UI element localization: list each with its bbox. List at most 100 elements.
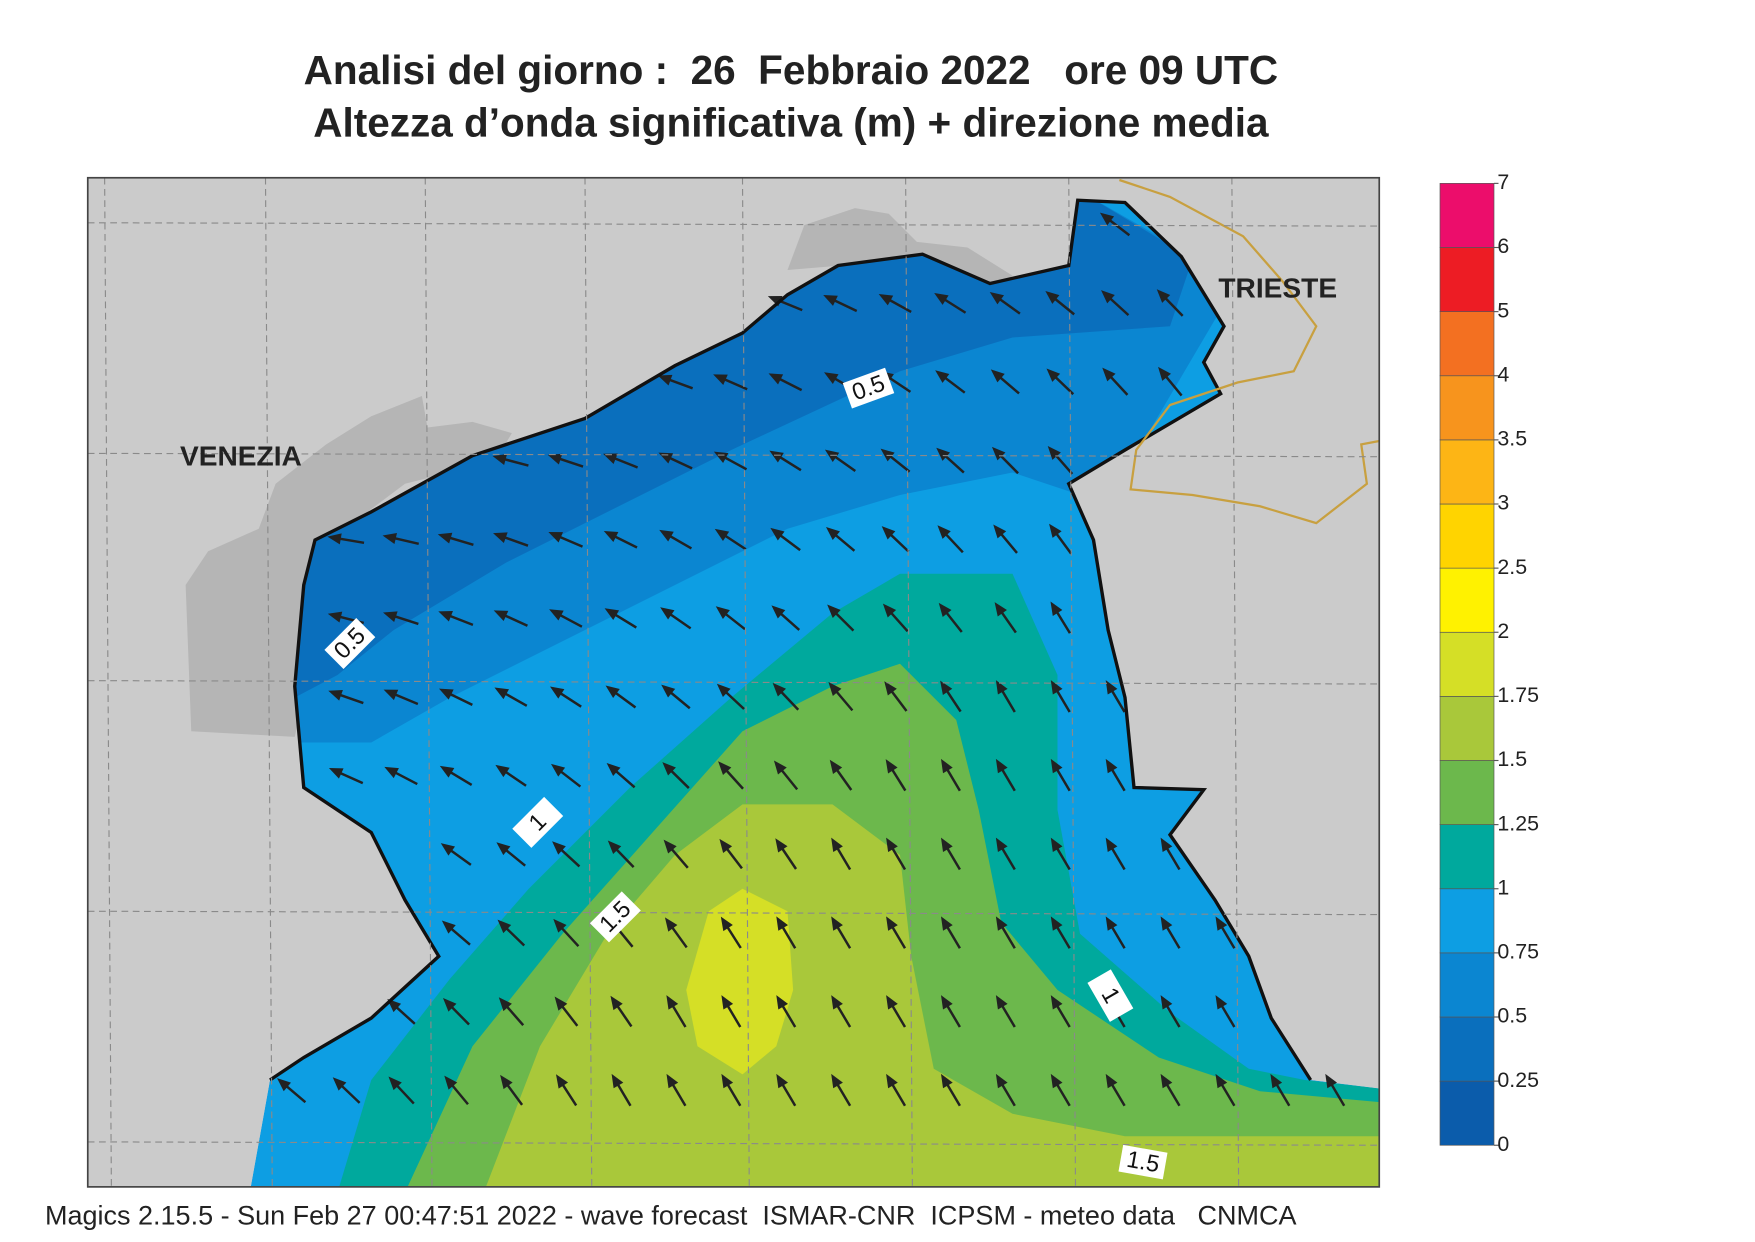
arrow-head — [720, 916, 733, 932]
colorbar-box — [1439, 696, 1495, 761]
arrow-head — [1215, 916, 1228, 931]
arrow-head — [718, 761, 732, 776]
arrow-head — [770, 527, 785, 541]
arrow-head — [721, 1073, 734, 1089]
graticule — [87, 452, 1380, 458]
arrow-head — [1158, 366, 1171, 381]
arrow-head — [940, 995, 953, 1010]
colorbar-label: 3 — [1497, 491, 1509, 515]
arrow-head — [885, 759, 898, 774]
colorbar-label: 7 — [1497, 170, 1509, 194]
arrow-head — [995, 995, 1008, 1010]
arrow-head — [886, 916, 898, 931]
arrow-head — [940, 680, 953, 695]
colorbar-label: 0.5 — [1497, 1004, 1527, 1028]
arrow-head — [884, 681, 897, 696]
arrow-head — [1049, 523, 1062, 538]
arrow-head — [940, 1073, 953, 1089]
arrow-head — [659, 529, 674, 542]
arrow-head — [495, 764, 510, 778]
arrow-head — [604, 608, 620, 621]
arrow-head — [439, 765, 455, 778]
arrow-head — [824, 372, 839, 384]
coastline — [269, 198, 1313, 1082]
arrow-head — [716, 683, 731, 698]
arrow-head — [714, 528, 730, 541]
arrow-head — [886, 995, 898, 1010]
colorbar: 0 0.25 0.5 0.75 1 1.25 1.5 1.75 2 2.5 3 3.5 4 5 6 7 — [1439, 170, 1539, 1156]
contour-label-box — [1087, 969, 1134, 1022]
arrow-head — [995, 758, 1008, 774]
contour-label-box — [324, 618, 376, 669]
arrow-head — [1050, 916, 1063, 931]
colorbar-box — [1439, 247, 1495, 312]
colorbar-label: 1.75 — [1497, 683, 1539, 707]
arrow-head — [1102, 367, 1116, 382]
graticule — [87, 910, 1380, 916]
title-line: Analisi del giorno : 26 Febbraio 2022 or… — [304, 47, 1279, 93]
arrow-head — [1050, 680, 1063, 695]
colorbar-label: 0 — [1497, 1132, 1509, 1156]
arrow-head — [935, 370, 950, 383]
arrow-head — [493, 610, 509, 622]
arrow-head — [995, 1073, 1008, 1089]
arrow-head — [384, 766, 399, 779]
colorbar-box — [1439, 439, 1495, 505]
contour-label: 1 — [512, 796, 564, 848]
colorbar-label: 1.25 — [1497, 811, 1539, 835]
arrow-head — [556, 1074, 569, 1089]
arrow-head — [661, 684, 676, 698]
arrow-head — [938, 602, 952, 617]
footer: Magics 2.15.5 - Sun Feb 27 00:47:51 2022… — [45, 1200, 1297, 1230]
arrow-head — [934, 292, 949, 305]
contour-label: 1 — [1087, 969, 1134, 1022]
title-line: Altezza d’onda significativa (m) + direz… — [313, 100, 1269, 146]
colorbar-box — [1439, 183, 1495, 248]
arrow-head — [328, 689, 343, 701]
arrow-head — [990, 369, 1005, 383]
city-label: TRIESTE — [1218, 273, 1337, 304]
arrow-head — [995, 680, 1008, 695]
arrow-head — [715, 606, 730, 620]
colorbar-label: 1 — [1497, 875, 1509, 899]
arrow-head — [549, 609, 564, 621]
graticule — [87, 680, 1380, 685]
border — [1119, 178, 1380, 525]
arrow-head — [607, 840, 622, 855]
arrow-head — [831, 837, 843, 853]
arrow-head — [826, 526, 840, 540]
arrow-head — [552, 841, 566, 855]
arrow-head — [776, 995, 789, 1010]
city-label: VENEZIA — [180, 440, 302, 471]
arrow-head — [713, 374, 728, 385]
arrow-head — [666, 995, 679, 1010]
arrow-head — [823, 295, 838, 306]
arrow-head — [1325, 1073, 1338, 1089]
colorbar-label: 0.25 — [1497, 1068, 1539, 1092]
arrow-head — [1105, 680, 1118, 695]
arrow-head — [831, 1073, 843, 1089]
colorbar-box — [1439, 375, 1495, 441]
lagoon-land — [185, 396, 512, 737]
direction-arrows — [277, 212, 1346, 1107]
arrow-head — [719, 838, 733, 854]
arrow-head — [603, 530, 619, 543]
arrow-head — [937, 525, 951, 539]
arrow-head — [443, 998, 457, 1012]
arrow-head — [994, 602, 1007, 617]
graticule — [87, 222, 1380, 227]
colorbar-box — [1439, 760, 1495, 825]
arrow-head — [1050, 758, 1063, 774]
colorbar-box — [1439, 1016, 1495, 1082]
arrow-head — [831, 916, 843, 931]
colorbar-label: 5 — [1497, 298, 1509, 322]
colorbar-box — [1439, 888, 1495, 954]
colorbar-box — [1439, 631, 1495, 697]
arrow-head — [827, 604, 841, 618]
arrow-head — [1105, 837, 1118, 853]
arrow-head — [1105, 1073, 1118, 1089]
wave-band — [483, 804, 1380, 1187]
arrow-head — [388, 1076, 402, 1091]
arrow-head — [327, 611, 343, 623]
